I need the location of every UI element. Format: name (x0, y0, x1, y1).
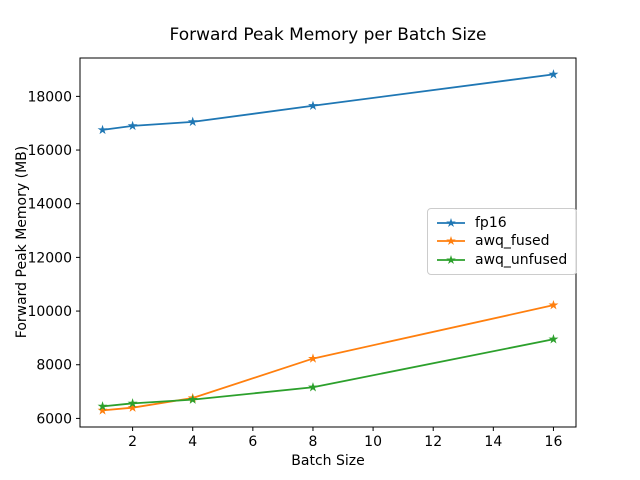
x-tick-label: 6 (248, 434, 257, 450)
legend-label-fp16: fp16 (475, 215, 507, 232)
data-point-marker-awq_unfused (127, 398, 138, 408)
x-tick-label: 4 (188, 434, 197, 450)
legend-line-sample (437, 218, 465, 228)
y-tick-label: 18000 (27, 89, 72, 105)
x-tick-label: 2 (128, 434, 137, 450)
data-point-marker-fp16 (127, 120, 138, 131)
series-line-awq_fused (101, 304, 555, 412)
legend-line-sample (437, 254, 465, 264)
y-tick-label: 12000 (27, 250, 72, 266)
star-marker-icon (446, 254, 456, 264)
data-point-marker-fp16 (308, 100, 318, 110)
data-point-marker-awq_unfused (97, 401, 108, 411)
y-tick-label: 16000 (27, 143, 72, 159)
y-tick-label: 6000 (36, 411, 72, 427)
legend-item-awq_unfused: awq_unfused (436, 251, 567, 269)
x-axis-label: Batch Size (291, 453, 365, 469)
x-tick-label: 16 (545, 434, 563, 450)
y-axis-label: Forward Peak Memory (MB) (14, 145, 30, 339)
legend-item-fp16: fp16 (436, 214, 567, 232)
data-point-marker-awq_unfused (187, 394, 198, 404)
series-line-awq_unfused (101, 338, 555, 408)
series-line-fp16 (101, 73, 555, 131)
y-tick-label: 14000 (27, 197, 72, 213)
y-tick-label: 10000 (27, 304, 72, 320)
data-point-marker-awq_fused (308, 353, 318, 363)
x-tick-label: 10 (364, 434, 382, 450)
legend-label-awq_fused: awq_fused (475, 233, 550, 250)
chart-title: Forward Peak Memory per Batch Size (169, 25, 487, 45)
data-point-marker-fp16 (187, 116, 198, 127)
data-point-marker-awq_fused (548, 299, 559, 310)
data-point-marker-awq_unfused (308, 382, 318, 392)
legend-label-awq_unfused: awq_unfused (475, 251, 568, 268)
data-point-marker-awq_fused (127, 402, 138, 412)
star-marker-icon (446, 236, 456, 246)
star-marker-icon (446, 218, 456, 228)
legend-box: fp16 awq_fused awq_unfused (427, 208, 578, 275)
data-point-marker-fp16 (548, 69, 559, 79)
data-point-marker-awq_unfused (548, 334, 559, 344)
y-tick-label: 8000 (36, 358, 72, 374)
x-tick-label: 8 (309, 434, 318, 450)
data-point-marker-fp16 (97, 124, 108, 135)
x-tick-label: 14 (484, 434, 502, 450)
x-tick-label: 12 (424, 434, 442, 450)
legend-line-sample (437, 236, 465, 246)
legend-item-awq_fused: awq_fused (436, 232, 567, 250)
data-point-marker-awq_fused (97, 405, 108, 415)
